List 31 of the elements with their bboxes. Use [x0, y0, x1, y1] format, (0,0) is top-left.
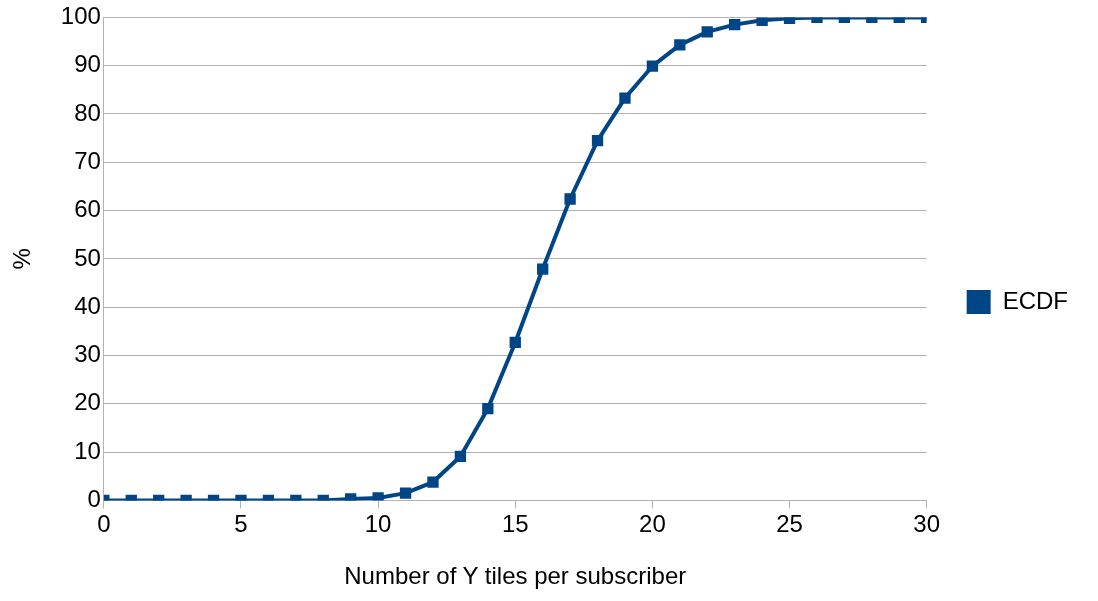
y-tick-label: 70 [74, 146, 101, 174]
y-tick-label: 100 [60, 2, 101, 30]
point [619, 92, 631, 104]
y-axis-title: % [8, 248, 36, 270]
point [701, 26, 713, 38]
x-tick-label: 10 [364, 510, 392, 538]
point [509, 336, 521, 349]
y-tick-label: 30 [74, 340, 101, 368]
x-tick-label: 30 [913, 510, 941, 538]
point [537, 263, 549, 275]
x-tick-label: 20 [639, 510, 666, 538]
point [591, 134, 604, 147]
y-tick-label: 50 [74, 243, 101, 271]
point [674, 39, 686, 51]
y-tick-label: 10 [74, 436, 101, 464]
point [756, 17, 768, 26]
y-tick-label: 90 [74, 50, 101, 78]
y-tick-label: 60 [74, 195, 101, 223]
y-tick-label: 0 [87, 485, 101, 513]
legend-label: ECDF [1002, 286, 1069, 314]
point [646, 60, 659, 72]
point [372, 492, 384, 501]
x-tick-label: 25 [776, 510, 803, 538]
y-tick-label: 20 [74, 388, 101, 416]
x-axis-title: Number of Y tiles per subscriber [344, 562, 687, 590]
point [482, 402, 494, 415]
y-tick-label: 40 [74, 291, 101, 319]
point [564, 193, 576, 205]
x-tick-label: 5 [234, 510, 248, 538]
y-tick-label: 80 [74, 98, 101, 126]
x-tick-label: 15 [501, 510, 529, 538]
